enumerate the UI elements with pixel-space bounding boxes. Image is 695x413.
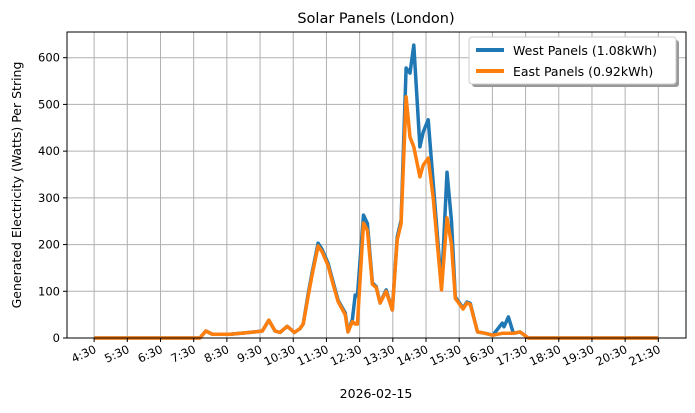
x-tick-label: 16:30 [461, 342, 497, 369]
y-tick-label: 300 [38, 191, 60, 205]
y-tick-label: 600 [38, 51, 60, 65]
x-tick-label: 13:30 [361, 342, 397, 369]
y-tick-label: 400 [38, 144, 60, 158]
series-line-1 [94, 95, 659, 340]
y-tick-label: 200 [38, 238, 60, 252]
x-tick-label: 15:30 [428, 342, 464, 369]
legend: West Panels (1.08kWh) East Panels (0.92k… [468, 36, 679, 87]
x-ticks: 4:30 5:30 6:30 7:30 8:30 9:3010:3011:3012:301… [69, 338, 663, 369]
chart-title: Solar Panels (London) [297, 11, 454, 27]
x-tick-label: 7:30 [169, 342, 198, 366]
x-tick-label: 14:30 [394, 342, 430, 369]
y-tick-label: 500 [38, 97, 60, 111]
x-tick-label: 10:30 [262, 342, 298, 369]
y-tick-label: 0 [53, 331, 60, 345]
x-axis-label: 2026-02-15 [340, 386, 413, 401]
grid [67, 32, 686, 339]
y-axis-label: Generated Electricity (Watts) Per String [9, 62, 24, 309]
series-lines [94, 43, 659, 340]
x-tick-label: 8:30 [202, 342, 231, 366]
x-tick-label: 18:30 [527, 342, 563, 369]
legend-label-west: West Panels (1.08kWh) [513, 43, 657, 58]
x-tick-label: 17:30 [494, 342, 530, 369]
x-tick-label: 5:30 [102, 342, 131, 366]
y-tick-label: 100 [38, 284, 60, 298]
x-tick-label: 11:30 [295, 342, 331, 369]
y-ticks: 0 100 200 300 400 500 600 [38, 51, 67, 345]
x-tick-label: 9:30 [235, 342, 264, 366]
x-tick-label: 20:30 [593, 342, 629, 369]
x-tick-label: 6:30 [135, 342, 164, 366]
x-tick-label: 12:30 [328, 342, 364, 369]
x-tick-label: 4:30 [69, 342, 98, 366]
x-tick-label: 21:30 [627, 342, 663, 369]
legend-box [468, 36, 677, 85]
x-tick-label: 19:30 [560, 342, 596, 369]
legend-label-east: East Panels (0.92kWh) [513, 64, 653, 79]
plot-frame [66, 31, 687, 339]
